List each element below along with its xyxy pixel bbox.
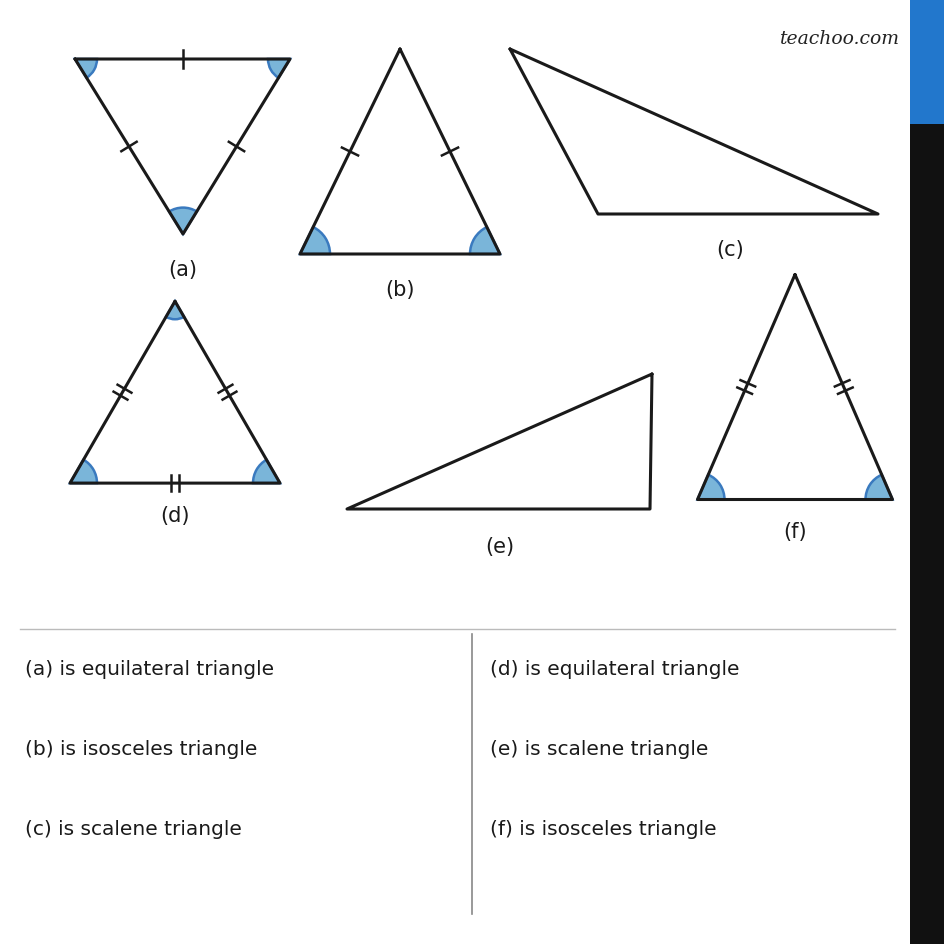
Text: (e) is scalene triangle: (e) is scalene triangle: [490, 740, 708, 759]
Wedge shape: [70, 461, 97, 483]
Text: (b): (b): [385, 279, 414, 299]
Wedge shape: [253, 461, 279, 483]
Text: (d) is equilateral triangle: (d) is equilateral triangle: [490, 660, 739, 679]
Text: (f) is isosceles triangle: (f) is isosceles triangle: [490, 819, 716, 838]
Text: (f): (f): [783, 522, 806, 542]
Text: (c) is scalene triangle: (c) is scalene triangle: [25, 819, 242, 838]
Wedge shape: [169, 209, 196, 235]
Text: (a) is equilateral triangle: (a) is equilateral triangle: [25, 660, 274, 679]
Wedge shape: [299, 228, 329, 255]
Wedge shape: [268, 59, 290, 78]
Text: (a): (a): [168, 260, 197, 279]
Bar: [909, 125, 944, 944]
Text: (c): (c): [716, 240, 743, 260]
Wedge shape: [469, 228, 499, 255]
Wedge shape: [865, 475, 891, 500]
Wedge shape: [166, 302, 184, 320]
Text: teachoo.com: teachoo.com: [779, 30, 899, 48]
Text: (b) is isosceles triangle: (b) is isosceles triangle: [25, 740, 257, 759]
Text: (d): (d): [160, 506, 190, 526]
Wedge shape: [697, 475, 724, 500]
Wedge shape: [75, 59, 97, 78]
Bar: [909, 0, 944, 125]
Text: (e): (e): [485, 536, 514, 556]
